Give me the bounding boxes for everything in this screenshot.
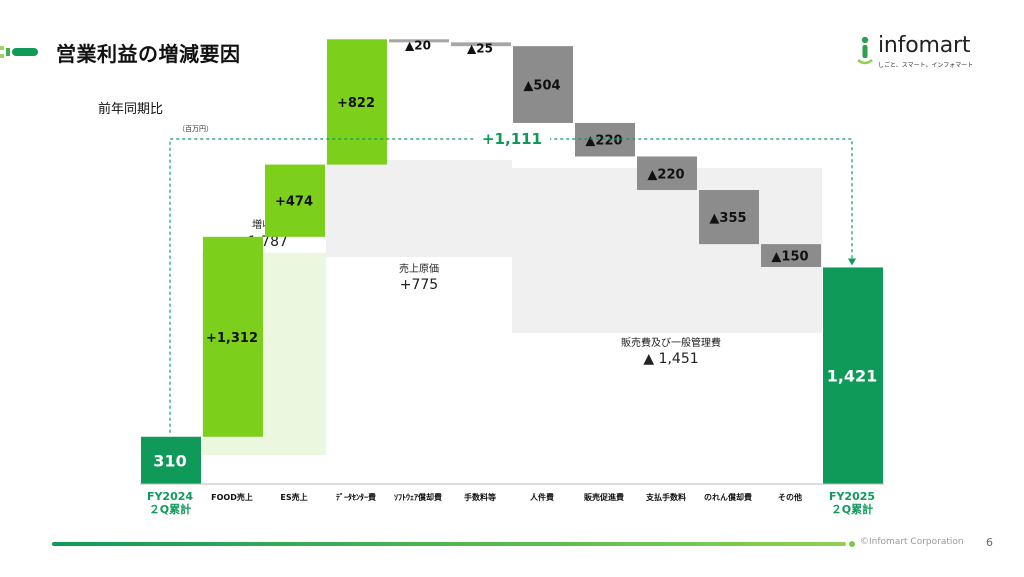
category-label-8: 支払手数料 bbox=[645, 492, 686, 502]
group-name-1: 売上原価 bbox=[399, 262, 439, 275]
category-label-5: 手数料等 bbox=[464, 492, 496, 502]
category-label-10: その他 bbox=[778, 492, 802, 502]
bar-value-10: ▲150 bbox=[771, 250, 808, 265]
bar-value-2: +474 bbox=[275, 195, 313, 210]
logo-wordmark: infomart bbox=[878, 33, 971, 58]
category-label-0-line2: ２Q累計 bbox=[149, 502, 191, 516]
bar-value-3: +822 bbox=[337, 96, 375, 111]
bar-7 bbox=[575, 122, 635, 157]
page-number: 6 bbox=[986, 536, 993, 549]
category-label-11-line2: ２Q累計 bbox=[831, 502, 873, 516]
bar-value-1: +1,312 bbox=[206, 331, 258, 346]
logo-tagline: しごと、スマート。インフォマート bbox=[878, 62, 974, 69]
footer-line bbox=[52, 542, 846, 546]
bar-value-11: 1,421 bbox=[827, 367, 878, 386]
bar-3 bbox=[327, 39, 387, 165]
category-label-1: FOOD売上 bbox=[211, 492, 253, 502]
total-change-bracket bbox=[169, 138, 853, 433]
bar-2 bbox=[265, 164, 325, 237]
bar-10 bbox=[761, 244, 821, 267]
comparison-label: 前年同期比 bbox=[98, 102, 164, 117]
footer-dot bbox=[849, 541, 855, 547]
category-label-4: ｿﾌﾄｳｪｱ償却費 bbox=[394, 492, 442, 502]
bar-value-9: ▲355 bbox=[709, 211, 746, 226]
category-label-6: 人件費 bbox=[530, 492, 554, 502]
group-value-2: ▲ 1,451 bbox=[643, 351, 698, 367]
copyright: ©Infomart Corporation bbox=[860, 537, 964, 547]
bar-value-7: ▲220 bbox=[585, 134, 622, 149]
category-label-7: 販売促進費 bbox=[584, 492, 624, 502]
bar-value-4: ▲20 bbox=[405, 38, 431, 52]
category-label-0: FY2024 bbox=[147, 490, 193, 503]
bar-1 bbox=[203, 236, 263, 437]
total-change-label-bg bbox=[474, 129, 550, 147]
bar-value-0: 310 bbox=[153, 451, 186, 470]
group-value-1: +775 bbox=[400, 277, 438, 293]
bar-9 bbox=[699, 190, 759, 245]
bar-8 bbox=[637, 156, 697, 191]
bar-5 bbox=[451, 42, 511, 47]
bracket-arrow-icon bbox=[848, 258, 856, 266]
title-accent-mark bbox=[0, 46, 38, 58]
person-icon bbox=[857, 36, 873, 65]
bar-4 bbox=[389, 39, 449, 43]
bar-6 bbox=[513, 46, 573, 123]
infomart-logo: infomart しごと、スマート。インフォマート bbox=[856, 33, 996, 70]
bar-11 bbox=[823, 267, 883, 484]
category-label-9: のれん償却費 bbox=[704, 492, 752, 502]
bar-value-8: ▲220 bbox=[647, 167, 684, 182]
slide-title: 営業利益の増減要因 bbox=[56, 42, 241, 66]
unit-label: （百万円） bbox=[178, 125, 213, 133]
category-label-3: ﾃﾞｰﾀｾﾝﾀｰ費 bbox=[336, 492, 376, 502]
bar-0 bbox=[141, 436, 201, 484]
bar-value-6: ▲504 bbox=[523, 79, 560, 94]
category-label-2: ES売上 bbox=[280, 492, 307, 502]
bar-value-5: ▲25 bbox=[467, 41, 493, 55]
group-name-2: 販売費及び一般管理費 bbox=[621, 336, 721, 349]
total-change-label: +1,111 bbox=[482, 130, 542, 148]
group-panel-1 bbox=[326, 160, 512, 257]
category-label-11: FY2025 bbox=[829, 490, 875, 503]
